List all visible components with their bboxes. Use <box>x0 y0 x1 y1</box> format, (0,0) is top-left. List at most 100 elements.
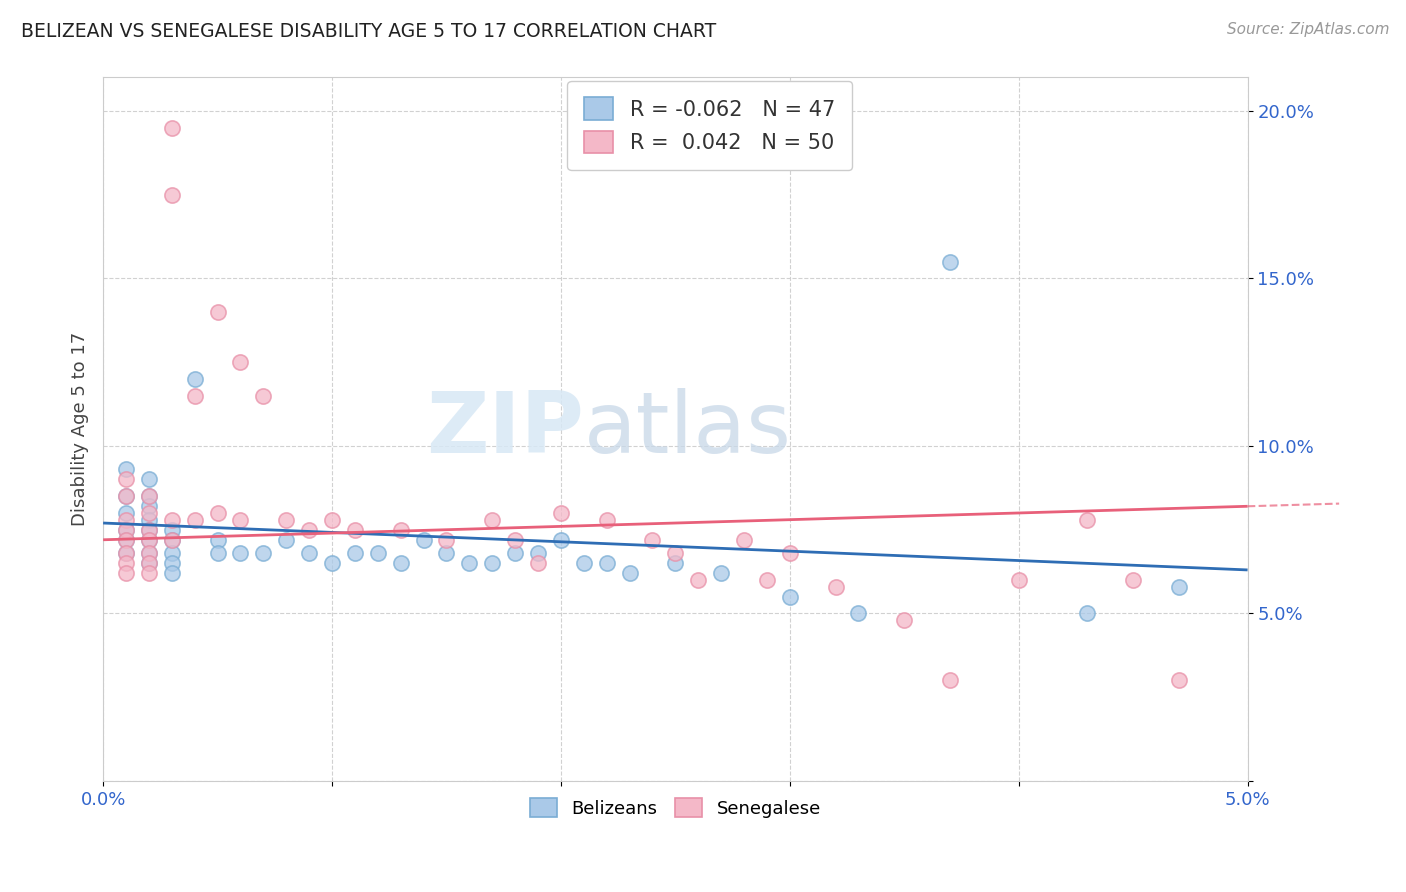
Point <box>115 556 138 570</box>
Point <box>503 533 526 547</box>
Point <box>252 389 274 403</box>
Point <box>229 546 252 560</box>
Point <box>550 533 572 547</box>
Point <box>160 546 183 560</box>
Point <box>664 556 686 570</box>
Point <box>939 254 962 268</box>
Point <box>229 355 252 369</box>
Point <box>664 546 686 560</box>
Point <box>527 546 550 560</box>
Point <box>115 513 138 527</box>
Point <box>503 546 526 560</box>
Point <box>436 533 458 547</box>
Point <box>138 506 160 520</box>
Point <box>115 546 138 560</box>
Text: ZIP: ZIP <box>426 388 583 471</box>
Point <box>115 533 138 547</box>
Point <box>1122 573 1144 587</box>
Point <box>138 533 160 547</box>
Point <box>183 372 205 386</box>
Point <box>458 556 481 570</box>
Point <box>481 513 503 527</box>
Point <box>688 573 710 587</box>
Point <box>207 305 229 319</box>
Point <box>343 546 366 560</box>
Point <box>160 187 183 202</box>
Point <box>207 533 229 547</box>
Point <box>115 546 138 560</box>
Point <box>138 546 160 560</box>
Point <box>596 556 619 570</box>
Point <box>321 556 343 570</box>
Point <box>160 566 183 581</box>
Point <box>115 506 138 520</box>
Point <box>596 513 619 527</box>
Point <box>412 533 434 547</box>
Point <box>298 523 321 537</box>
Text: atlas: atlas <box>583 388 792 471</box>
Point <box>321 513 343 527</box>
Point <box>138 546 160 560</box>
Point <box>138 556 160 570</box>
Text: BELIZEAN VS SENEGALESE DISABILITY AGE 5 TO 17 CORRELATION CHART: BELIZEAN VS SENEGALESE DISABILITY AGE 5 … <box>21 22 716 41</box>
Point <box>207 506 229 520</box>
Point <box>1076 607 1098 621</box>
Point <box>207 546 229 560</box>
Point <box>138 489 160 503</box>
Point <box>115 489 138 503</box>
Point <box>138 523 160 537</box>
Point <box>138 523 160 537</box>
Point <box>389 556 412 570</box>
Point <box>1167 580 1189 594</box>
Point <box>183 389 205 403</box>
Point <box>481 556 503 570</box>
Point <box>755 573 778 587</box>
Point <box>550 506 572 520</box>
Point <box>779 546 801 560</box>
Point <box>229 513 252 527</box>
Point <box>298 546 321 560</box>
Point <box>160 513 183 527</box>
Point <box>138 556 160 570</box>
Point <box>115 462 138 476</box>
Point <box>160 523 183 537</box>
Point <box>183 513 205 527</box>
Point <box>276 533 298 547</box>
Point <box>138 473 160 487</box>
Point <box>710 566 733 581</box>
Point <box>160 533 183 547</box>
Point <box>138 500 160 514</box>
Y-axis label: Disability Age 5 to 17: Disability Age 5 to 17 <box>72 332 89 526</box>
Point <box>848 607 870 621</box>
Point <box>893 613 915 627</box>
Point <box>115 566 138 581</box>
Point <box>115 489 138 503</box>
Point <box>1076 513 1098 527</box>
Point <box>115 533 138 547</box>
Point <box>343 523 366 537</box>
Point <box>779 590 801 604</box>
Legend: Belizeans, Senegalese: Belizeans, Senegalese <box>523 790 828 825</box>
Point <box>733 533 755 547</box>
Point <box>527 556 550 570</box>
Point <box>138 566 160 581</box>
Point <box>572 556 595 570</box>
Point <box>160 556 183 570</box>
Point <box>115 523 138 537</box>
Point <box>115 523 138 537</box>
Point <box>641 533 664 547</box>
Point <box>1008 573 1031 587</box>
Point <box>160 533 183 547</box>
Point <box>115 473 138 487</box>
Point <box>252 546 274 560</box>
Point <box>389 523 412 537</box>
Point <box>1167 673 1189 688</box>
Point <box>939 673 962 688</box>
Point <box>160 120 183 135</box>
Point <box>367 546 389 560</box>
Point <box>824 580 846 594</box>
Point <box>619 566 641 581</box>
Point <box>436 546 458 560</box>
Point <box>276 513 298 527</box>
Text: Source: ZipAtlas.com: Source: ZipAtlas.com <box>1226 22 1389 37</box>
